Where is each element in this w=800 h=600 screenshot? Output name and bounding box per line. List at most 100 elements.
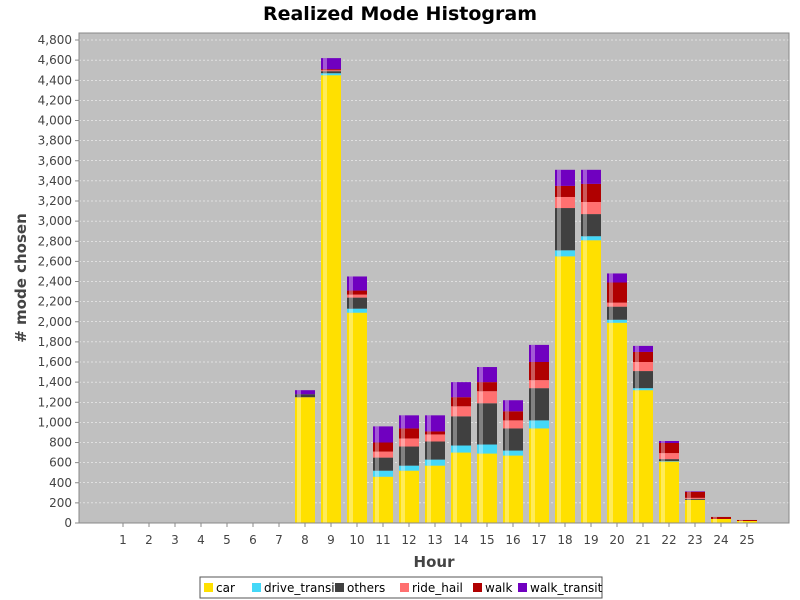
bar-segment-car-24: [711, 518, 731, 523]
bar-segment-car-21: [633, 390, 653, 523]
legend-label: ride_hail: [412, 581, 463, 595]
bar-segment-car-23: [685, 499, 705, 523]
y-tick-label: 2,400: [38, 275, 72, 289]
bar-segment-car-15: [477, 453, 497, 523]
legend-item-walk_transit: walk_transit: [518, 581, 603, 595]
bar-segment-others-23: [685, 498, 705, 500]
bar-segment-walk-21: [633, 351, 653, 362]
bar-segment-others-12: [399, 446, 419, 466]
x-tick-label: 3: [171, 533, 179, 547]
bar-segment-walk_transit-10: [347, 276, 367, 291]
y-tick-label: 3,600: [38, 154, 72, 168]
bar-segment-others-15: [477, 403, 497, 445]
bar-segment-ride_hail-20: [607, 302, 627, 307]
bar-segment-car-8: [295, 397, 315, 523]
bar-segment-others-19: [581, 214, 601, 237]
bar-segment-walk-20: [607, 282, 627, 303]
bar-segment-walk-10: [347, 290, 367, 295]
bar-segment-walk_transit-9: [321, 58, 341, 70]
bar-segment-others-22: [659, 459, 679, 462]
bar-segment-ride_hail-9: [321, 70, 341, 72]
bar-segment-ride_hail-10: [347, 294, 367, 298]
legend-label: car: [216, 581, 235, 595]
legend-swatch: [400, 583, 409, 592]
y-tick-label: 4,400: [38, 73, 72, 87]
bar-segment-drive_transit-10: [347, 308, 367, 313]
y-tick-label: 3,200: [38, 194, 72, 208]
bar-segment-walk-14: [451, 397, 471, 407]
legend-item-car: car: [204, 581, 235, 595]
y-tick-label: 4,600: [38, 53, 72, 67]
plot-border: [78, 32, 790, 524]
bar-segment-car-22: [659, 461, 679, 523]
legend-item-drive_transit: drive_transit: [252, 581, 340, 595]
bar-segment-others-21: [633, 371, 653, 389]
y-tick-label: 600: [49, 456, 72, 470]
bar-segment-walk-19: [581, 183, 601, 203]
bar-segment-walk-11: [373, 442, 393, 452]
bar-segment-drive_transit-14: [451, 445, 471, 453]
bar-segment-ride_hail-12: [399, 438, 419, 447]
x-tick-label: 25: [739, 533, 754, 547]
y-tick-label: 2,600: [38, 254, 72, 268]
legend-swatch: [252, 583, 261, 592]
bar-segment-walk-9: [321, 69, 341, 71]
bar-segment-drive_transit-13: [425, 459, 445, 466]
bar-segment-ride_hail-16: [503, 420, 523, 429]
bar-segment-others-17: [529, 388, 549, 421]
x-tick-label: 1: [119, 533, 127, 547]
bar-segment-drive_transit-16: [503, 450, 523, 456]
legend-item-others: others: [335, 581, 385, 595]
bar-segment-walk-22: [659, 443, 679, 454]
bar-segment-ride_hail-19: [581, 202, 601, 215]
bar-segment-ride_hail-22: [659, 453, 679, 460]
bar-segment-ride_hail-23: [685, 497, 705, 499]
legend-label: walk_transit: [530, 581, 603, 595]
legend-swatch: [518, 583, 527, 592]
bar-segment-drive_transit-21: [633, 388, 653, 391]
x-tick-label: 18: [557, 533, 572, 547]
y-tick-label: 3,000: [38, 214, 72, 228]
bar-segment-car-11: [373, 476, 393, 523]
bar-segment-others-8: [295, 394, 315, 398]
bar-segment-walk_transit-20: [607, 273, 627, 283]
bar-segment-walk_transit-8: [295, 390, 315, 395]
bar-segment-walk-16: [503, 411, 523, 421]
bar-segment-ride_hail-21: [633, 362, 653, 372]
bar-segment-others-18: [555, 208, 575, 251]
bar-segment-walk-24: [711, 516, 731, 519]
x-tick-label: 10: [349, 533, 364, 547]
bar-segment-walk_transit-15: [477, 367, 497, 383]
legend-item-walk: walk: [473, 581, 513, 595]
bar-segment-drive_transit-12: [399, 465, 419, 471]
x-tick-label: 20: [609, 533, 624, 547]
bar-segment-drive_transit-15: [477, 444, 497, 454]
bar-segment-ride_hail-14: [451, 406, 471, 417]
bar-segment-others-13: [425, 441, 445, 460]
bar-segment-car-9: [321, 75, 341, 523]
legend-label: drive_transit: [264, 581, 340, 595]
bar-segment-walk_transit-18: [555, 169, 575, 186]
x-tick-label: 23: [687, 533, 702, 547]
bar-segment-car-12: [399, 470, 419, 523]
bar-segment-walk-13: [425, 431, 445, 435]
y-tick-label: 3,400: [38, 174, 72, 188]
y-tick-label: 1,400: [38, 375, 72, 389]
bar-segment-ride_hail-18: [555, 196, 575, 209]
x-tick-label: 19: [583, 533, 598, 547]
bar-segment-walk_transit-21: [633, 345, 653, 352]
y-tick-label: 1,000: [38, 415, 72, 429]
y-tick-label: 4,800: [38, 33, 72, 47]
bar-segment-walk_transit-11: [373, 426, 393, 443]
bar-segment-walk_transit-14: [451, 382, 471, 398]
x-tick-label: 22: [661, 533, 676, 547]
bar-segment-walk-15: [477, 382, 497, 392]
x-tick-label: 14: [453, 533, 468, 547]
axes: 0 200 400 600 800 1,000 1,200 1,400 1,600 1,800 2,…: [38, 32, 790, 547]
bar-segment-walk_transit-13: [425, 415, 445, 432]
bar-segment-ride_hail-15: [477, 391, 497, 404]
bar-segment-car-20: [607, 322, 627, 523]
bar-segment-others-14: [451, 416, 471, 446]
y-tick-label: 4,200: [38, 93, 72, 107]
x-tick-label: 8: [301, 533, 309, 547]
